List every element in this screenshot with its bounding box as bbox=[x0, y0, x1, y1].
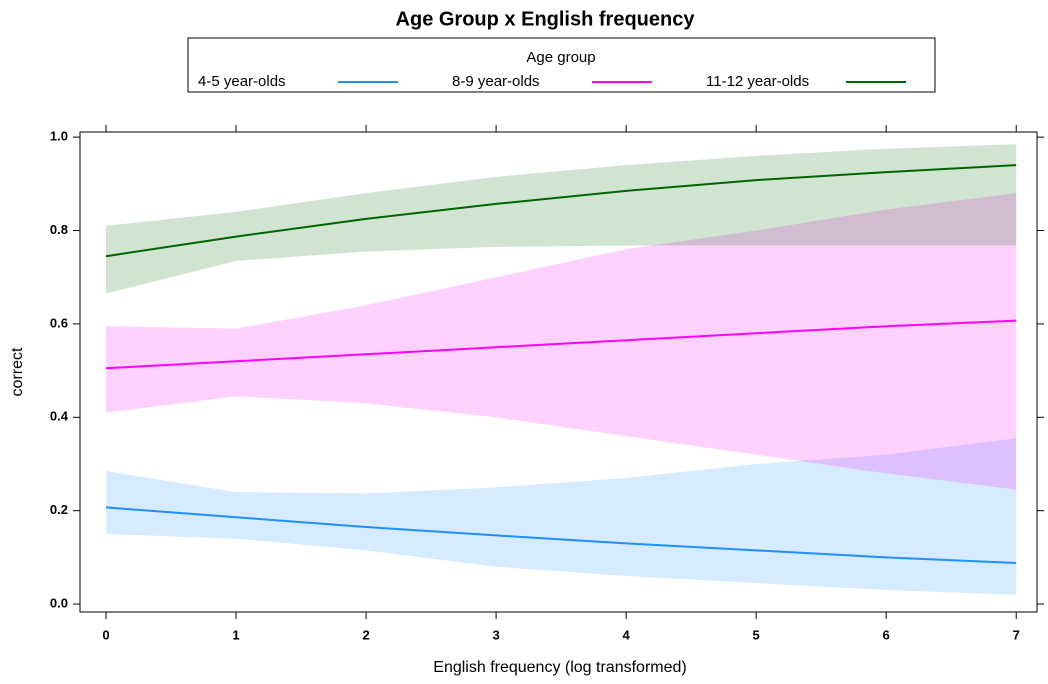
legend-label: 8-9 year-olds bbox=[452, 73, 540, 90]
x-tick-label: 5 bbox=[753, 627, 760, 642]
chart-title: Age Group x English frequency bbox=[396, 8, 696, 30]
y-tick-label: 0.2 bbox=[50, 502, 68, 517]
legend-label: 4-5 year-olds bbox=[198, 73, 286, 90]
confidence-band bbox=[106, 438, 1017, 595]
x-tick-label: 3 bbox=[492, 627, 499, 642]
y-tick-label: 0.0 bbox=[50, 595, 68, 610]
line bbox=[105, 164, 1017, 258]
x-tick-label: 0 bbox=[102, 627, 109, 642]
legend-title: Age group bbox=[526, 49, 595, 66]
x-tick-label: 6 bbox=[883, 627, 890, 642]
x-axis-label: English frequency (log transformed) bbox=[433, 659, 686, 676]
x-tick-label: 4 bbox=[622, 627, 630, 642]
x-tick-label: 2 bbox=[362, 627, 369, 642]
line bbox=[105, 506, 1017, 564]
legend-label: 11-12 year-olds bbox=[706, 73, 809, 90]
plot-frame bbox=[79, 131, 1038, 613]
confidence-band bbox=[106, 144, 1017, 294]
line bbox=[105, 319, 1017, 370]
x-tick-label: 1 bbox=[232, 627, 239, 642]
legend-box bbox=[187, 37, 936, 93]
x-tick-label: 7 bbox=[1013, 627, 1020, 642]
y-tick-label: 0.6 bbox=[50, 315, 68, 330]
confidence-band bbox=[106, 193, 1017, 490]
y-tick-label: 0.8 bbox=[50, 222, 68, 237]
y-axis-label: correct bbox=[9, 347, 26, 396]
y-tick-label: 0.4 bbox=[50, 409, 69, 424]
y-tick-label: 1.0 bbox=[50, 129, 68, 144]
